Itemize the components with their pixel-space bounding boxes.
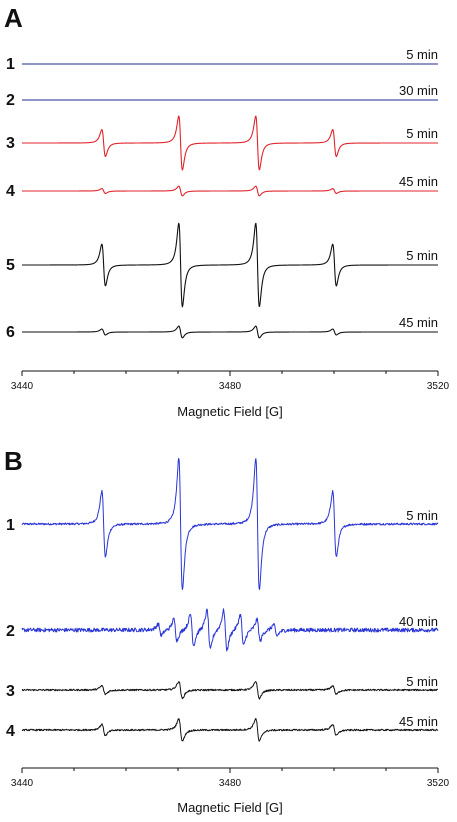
panel-letter: A bbox=[4, 3, 23, 33]
panel-b: B 1 5 min 2 40 min 3 5 min 4 45 min 3440 3480 3520 M… bbox=[4, 446, 450, 815]
x-tick-label: 3520 bbox=[427, 778, 450, 789]
trace-number-label: 6 bbox=[6, 324, 15, 341]
trace-number-label: 1 bbox=[6, 517, 15, 534]
trace-number-label: 2 bbox=[6, 92, 15, 109]
trace-series-4 bbox=[21, 185, 439, 197]
panel-letter: B bbox=[4, 446, 23, 476]
x-tick-label: 3480 bbox=[219, 778, 242, 789]
trace-time-label: 5 min bbox=[406, 126, 438, 141]
trace-number-label: 3 bbox=[6, 135, 15, 152]
trace-series-2 bbox=[21, 608, 439, 652]
x-tick-label: 3480 bbox=[219, 381, 242, 392]
trace-time-label: 40 min bbox=[399, 614, 438, 629]
trace-number-label: 2 bbox=[6, 623, 15, 640]
trace-series-3 bbox=[21, 681, 439, 700]
x-axis-label: Magnetic Field [G] bbox=[177, 800, 283, 815]
trace-time-label: 45 min bbox=[399, 714, 438, 729]
trace-time-label: 45 min bbox=[399, 174, 438, 189]
trace-series-6 bbox=[21, 325, 439, 339]
trace-number-label: 3 bbox=[6, 683, 15, 700]
trace-number-label: 1 bbox=[6, 56, 15, 73]
x-tick-label: 3440 bbox=[11, 381, 34, 392]
trace-series-1 bbox=[21, 457, 439, 590]
trace-series-3 bbox=[21, 115, 439, 171]
trace-series-5 bbox=[21, 222, 439, 308]
trace-time-label: 45 min bbox=[399, 315, 438, 330]
x-tick-label: 3440 bbox=[11, 778, 34, 789]
trace-time-label: 5 min bbox=[406, 508, 438, 523]
panel-a: A 1 5 min 2 30 min 3 5 min 4 45 min 5 5 min 6 45 min… bbox=[4, 3, 450, 419]
x-axis-label: Magnetic Field [G] bbox=[177, 404, 283, 419]
trace-time-label: 30 min bbox=[399, 83, 438, 98]
trace-number-label: 5 bbox=[6, 257, 15, 274]
trace-number-label: 4 bbox=[6, 723, 15, 740]
trace-time-label: 5 min bbox=[406, 674, 438, 689]
trace-number-label: 4 bbox=[6, 183, 15, 200]
trace-time-label: 5 min bbox=[406, 248, 438, 263]
trace-series-4 bbox=[21, 717, 439, 742]
x-tick-label: 3520 bbox=[427, 381, 450, 392]
trace-time-label: 5 min bbox=[406, 47, 438, 62]
